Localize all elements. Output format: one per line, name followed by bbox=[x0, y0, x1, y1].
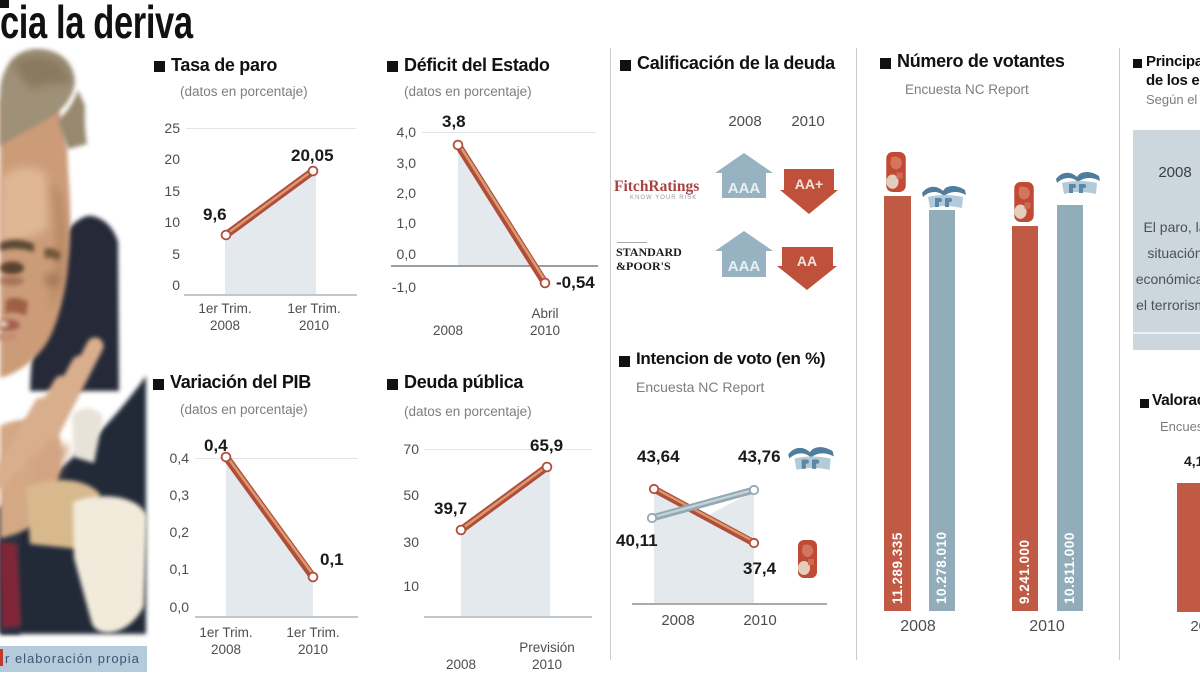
svg-text:AA: AA bbox=[797, 253, 817, 269]
svg-text:AA+: AA+ bbox=[795, 176, 823, 192]
svg-text:AAA: AAA bbox=[728, 180, 761, 197]
svg-text:AAA: AAA bbox=[728, 258, 761, 275]
